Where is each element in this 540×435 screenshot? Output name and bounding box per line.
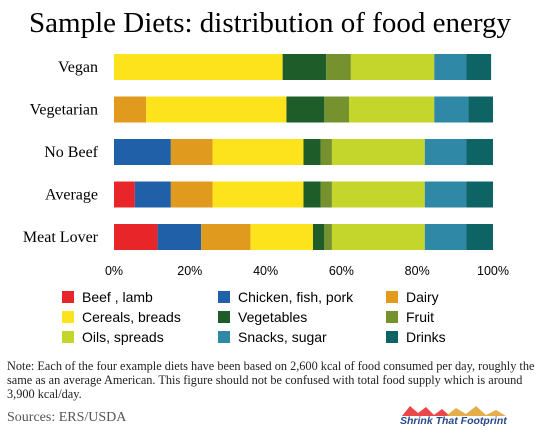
bar-segment [170,139,213,165]
bar-segment [326,54,351,80]
bar-segment [348,96,435,123]
bar-segment [114,96,147,123]
legend-label: Drinks [406,329,446,345]
bar-segment [466,224,493,250]
bar-segment [114,54,283,80]
legend-label: Beef , lamb [82,289,153,305]
legend-swatch [218,291,230,303]
legend-label: Snacks, sugar [238,329,327,345]
footnote: Note: Each of the four example diets hav… [7,359,535,401]
legend-swatch [62,331,74,343]
bar-segment [312,224,325,250]
legend-label: Fruit [406,309,434,325]
brand-logo: Shrink That Footprint [400,403,536,431]
bar-segment [350,54,435,80]
bar-segment [324,96,349,123]
bar-segment [466,54,492,80]
bar-segment [282,54,327,80]
legend-swatch [386,311,398,323]
x-tick-label: 80% [405,264,430,278]
bar-segment [134,181,171,208]
chart-title: Sample Diets: distribution of food energ… [29,7,511,39]
category-label: Vegetarian [30,102,98,119]
bar-segment [146,96,287,123]
category-label: No Beef [44,144,98,161]
legend-swatch [62,311,74,323]
legend-swatch [386,331,398,343]
bar-segment [114,224,158,250]
bar-segment [212,139,304,165]
legend-label: Vegetables [238,309,307,325]
category-label: Vegan [58,59,98,76]
bar-segment [434,54,467,80]
category-label: Average [45,187,98,204]
bar-segment [320,139,332,165]
legend-swatch [218,331,230,343]
bar-segment [466,181,493,208]
bar-segment [286,96,325,123]
bar-segment [114,181,135,208]
category-label: Meat Lover [23,229,99,246]
chart: Sample Diets: distribution of food energ… [23,7,512,345]
bar-segment [424,181,467,208]
legend-label: Dairy [406,289,439,305]
bar-segment [201,224,251,250]
bar-segment [331,181,425,208]
bar-segment [424,224,467,250]
legend-label: Chicken, fish, pork [238,289,354,305]
x-tick-label: 20% [177,264,202,278]
bar-segment [157,224,202,250]
bar-segment [320,181,332,208]
bar-segment [331,224,425,250]
legend-swatch [62,291,74,303]
bar-segment [324,224,332,250]
x-tick-label: 60% [329,264,354,278]
bar-segment [212,181,304,208]
x-tick-label: 100% [477,264,509,278]
bar-segment [466,139,493,165]
bar-segment [170,181,213,208]
legend-swatch [386,291,398,303]
legend-swatch [218,311,230,323]
bar-segment [424,139,467,165]
bar-segment [303,139,321,165]
bar-segment [303,181,321,208]
sources-label: Sources: ERS/USDA [7,410,127,425]
legend-label: Oils, spreads [82,329,164,345]
legend-label: Cereals, breads [82,309,181,325]
x-tick-label: 0% [105,264,123,278]
bar-segment [250,224,313,250]
brand-name: Shrink That Footprint [400,415,507,427]
footprint-icon [402,406,506,416]
bar-segment [468,96,493,123]
bar-segment [114,139,171,165]
bar-segment [434,96,469,123]
bar-segment [331,139,425,165]
x-tick-label: 40% [253,264,278,278]
